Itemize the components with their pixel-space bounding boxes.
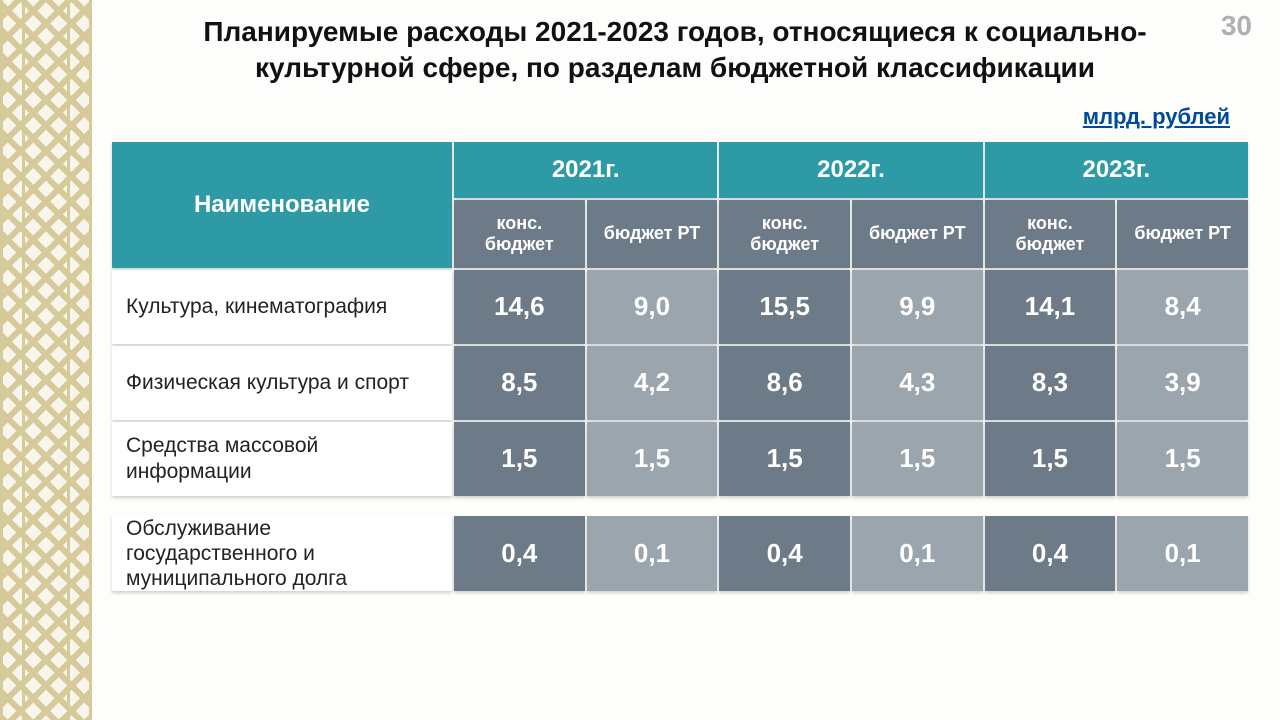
slide-title: Планируемые расходы 2021-2023 годов, отн… xyxy=(110,14,1250,86)
table-row: Физическая культура и спорт 8,5 4,2 8,6 … xyxy=(112,346,1248,420)
slide-content: Планируемые расходы 2021-2023 годов, отн… xyxy=(110,14,1250,593)
sub-header: конс. бюджет xyxy=(985,200,1116,268)
row-label: Культура, кинематография xyxy=(112,270,452,344)
cell: 0,1 xyxy=(1117,516,1248,592)
row-label: Обслуживание государственного и муниципа… xyxy=(112,516,452,592)
cell: 1,5 xyxy=(719,422,850,496)
cell: 8,3 xyxy=(985,346,1116,420)
cell: 1,5 xyxy=(587,422,718,496)
cell: 0,4 xyxy=(719,516,850,592)
cell: 4,2 xyxy=(587,346,718,420)
row-label: Физическая культура и спорт xyxy=(112,346,452,420)
cell: 9,9 xyxy=(852,270,983,344)
cell: 8,4 xyxy=(1117,270,1248,344)
sub-header: конс. бюджет xyxy=(719,200,850,268)
col-header-name: Наименование xyxy=(112,142,452,268)
cell: 8,5 xyxy=(454,346,585,420)
cell: 1,5 xyxy=(985,422,1116,496)
cell: 1,5 xyxy=(454,422,585,496)
cell: 8,6 xyxy=(719,346,850,420)
cell: 4,3 xyxy=(852,346,983,420)
cell: 1,5 xyxy=(1117,422,1248,496)
budget-table: Наименование 2021г. 2022г. 2023г. конс. … xyxy=(110,140,1250,594)
row-label: Средства массовой информации xyxy=(112,422,452,496)
cell: 15,5 xyxy=(719,270,850,344)
sub-header: бюджет РТ xyxy=(852,200,983,268)
cell: 0,4 xyxy=(985,516,1116,592)
sub-header: конс. бюджет xyxy=(454,200,585,268)
col-header-year-2022: 2022г. xyxy=(719,142,982,198)
ornament-border xyxy=(0,0,92,720)
cell: 3,9 xyxy=(1117,346,1248,420)
cell: 14,6 xyxy=(454,270,585,344)
unit-label: млрд. рублей xyxy=(110,104,1230,130)
cell: 0,1 xyxy=(852,516,983,592)
col-header-year-2023: 2023г. xyxy=(985,142,1248,198)
table-row: Культура, кинематография 14,6 9,0 15,5 9… xyxy=(112,270,1248,344)
table-row: Средства массовой информации 1,5 1,5 1,5… xyxy=(112,422,1248,496)
sub-header: бюджет РТ xyxy=(1117,200,1248,268)
cell: 1,5 xyxy=(852,422,983,496)
section-gap xyxy=(112,498,1248,514)
cell: 9,0 xyxy=(587,270,718,344)
table-body: Культура, кинематография 14,6 9,0 15,5 9… xyxy=(112,270,1248,592)
cell: 14,1 xyxy=(985,270,1116,344)
table-row: Обслуживание государственного и муниципа… xyxy=(112,516,1248,592)
cell: 0,4 xyxy=(454,516,585,592)
col-header-year-2021: 2021г. xyxy=(454,142,717,198)
sub-header: бюджет РТ xyxy=(587,200,718,268)
cell: 0,1 xyxy=(587,516,718,592)
